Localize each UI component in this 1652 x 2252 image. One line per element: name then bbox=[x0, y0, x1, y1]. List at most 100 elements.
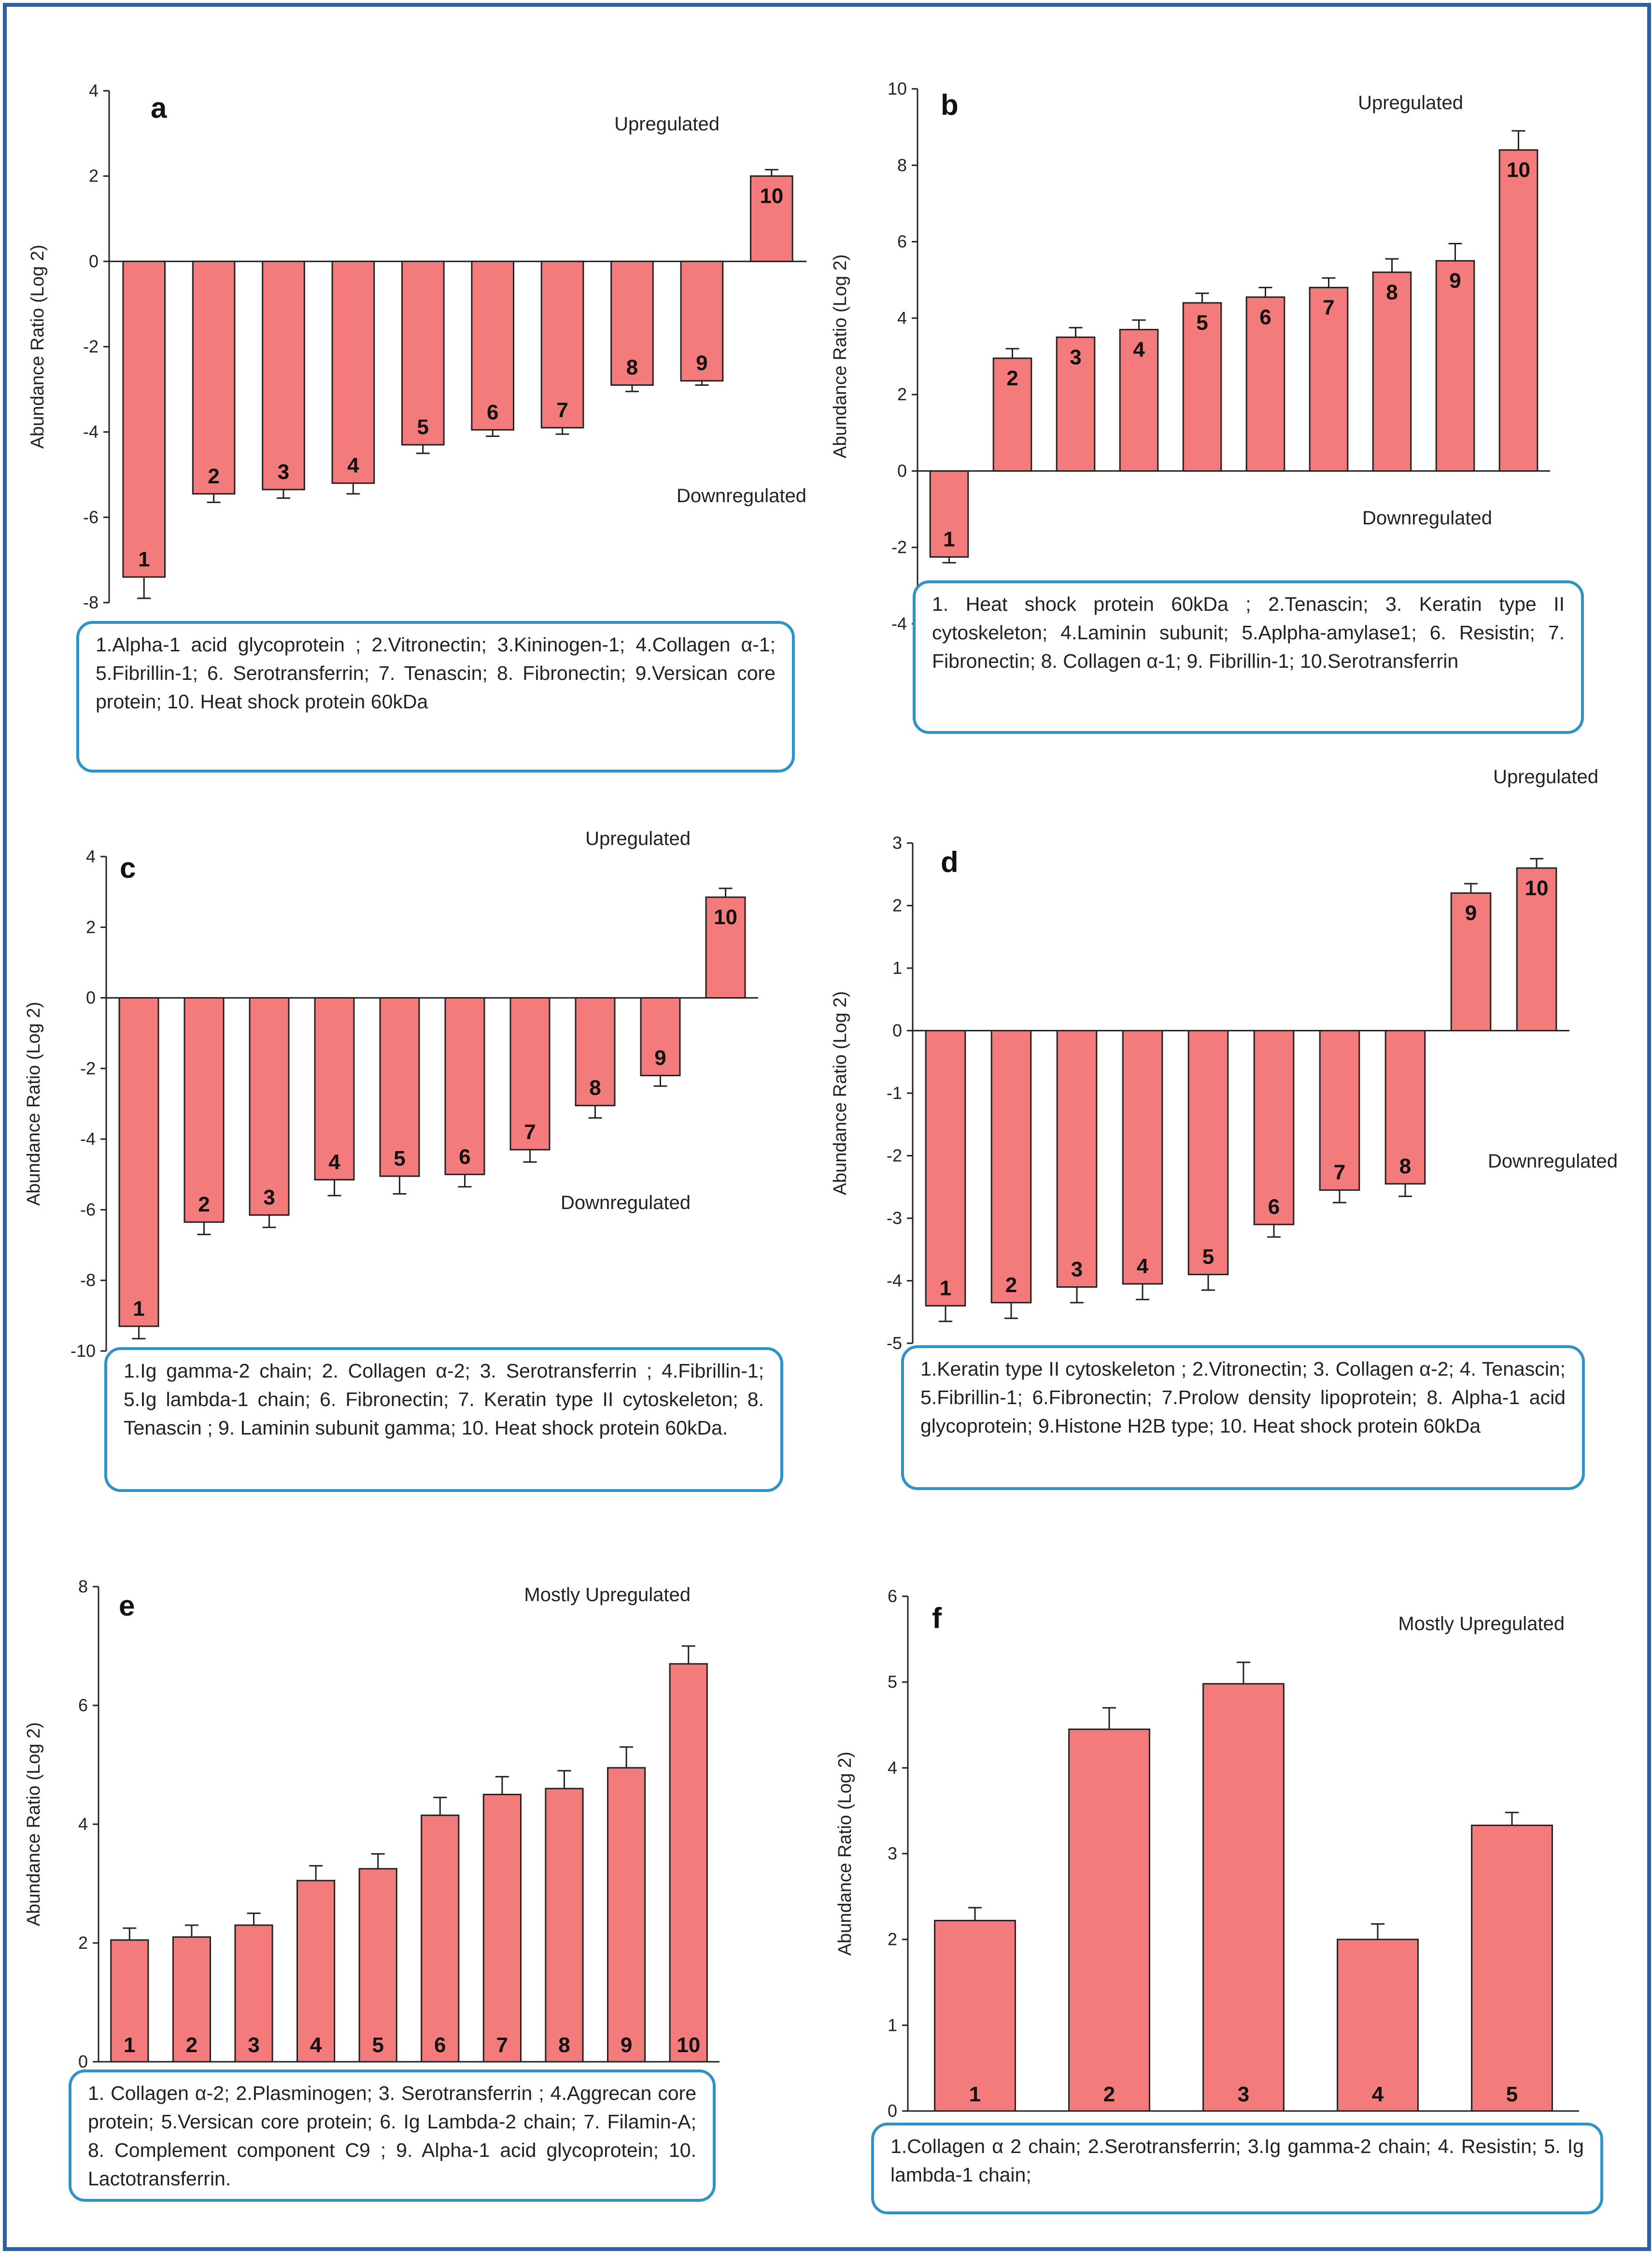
bar-number-label: 5 bbox=[1506, 2083, 1518, 2106]
bar-number-label: 4 bbox=[310, 2033, 322, 2057]
y-tick-label: -6 bbox=[83, 507, 99, 527]
annotation-upregulated: Mostly Upregulated bbox=[524, 1584, 691, 1605]
bar-3 bbox=[1056, 336, 1096, 472]
y-tick-label: 1 bbox=[888, 2015, 897, 2035]
panel-letter: c bbox=[120, 852, 136, 884]
y-tick-label: 10 bbox=[888, 79, 907, 99]
bar-2 bbox=[172, 1936, 211, 2063]
bar-number-label: 4 bbox=[328, 1150, 340, 1174]
bar-10 bbox=[669, 1663, 708, 2063]
panel-f: f 6 5 4 3 2 1 0 Abundance Ratio (Log 2) Mostly Up… bbox=[826, 1502, 1637, 2240]
chart-c: c 4 2 0 -2 -4 -6 -8 -10 Abundance Ratio (Log 2) Up… bbox=[24, 828, 758, 1361]
annotation-downregulated: Downregulated bbox=[677, 485, 806, 507]
y-tick-label: 3 bbox=[892, 833, 902, 853]
y-tick-label: 6 bbox=[78, 1695, 88, 1715]
legend-a: 1.Alpha-1 acid glycoprotein ; 2.Vitronec… bbox=[76, 621, 795, 773]
legend-c: 1.Ig gamma-2 chain; 2. Collagen α-2; 3. … bbox=[104, 1347, 783, 1492]
bar-number-label: 2 bbox=[208, 464, 219, 488]
y-tick-label: 2 bbox=[892, 896, 902, 915]
y-tick-label: 6 bbox=[888, 1586, 897, 1606]
y-tick-label: 2 bbox=[86, 917, 96, 937]
y-tick-label: -2 bbox=[83, 337, 99, 356]
y-tick-label: 0 bbox=[897, 461, 907, 480]
y-tick-label: -4 bbox=[887, 1271, 902, 1291]
bar-10 bbox=[1498, 149, 1539, 472]
bar-3 bbox=[1056, 1030, 1098, 1288]
bar-4 bbox=[1122, 1030, 1163, 1285]
chart-e: e 8 6 4 2 0 Abundance Ratio (Log 2) Mostly Upre… bbox=[24, 1576, 720, 2071]
y-tick-label: 8 bbox=[78, 1576, 88, 1596]
y-tick-label: 0 bbox=[892, 1021, 902, 1041]
y-axis-label: Abundance Ratio (Log 2) bbox=[835, 1752, 855, 1956]
bar-number-label: 5 bbox=[394, 1147, 405, 1170]
bar-3 bbox=[262, 260, 305, 491]
bar-number-label: 6 bbox=[1268, 1195, 1280, 1219]
bar-7 bbox=[509, 997, 551, 1151]
y-tick-label: 4 bbox=[78, 1814, 88, 1834]
bar-8 bbox=[1384, 1030, 1426, 1185]
bar-number-label: 3 bbox=[278, 460, 289, 484]
y-axis-label: Abundance Ratio (Log 2) bbox=[830, 991, 850, 1196]
y-tick-label: 4 bbox=[86, 846, 96, 866]
chart-b: b 10 8 6 4 2 0 -2 -4 Abundance Ratio (Log 2) Upreg… bbox=[830, 79, 1550, 633]
bar-2 bbox=[184, 997, 225, 1223]
legend-f: 1.Collagen α 2 chain; 2.Serotransferrin;… bbox=[871, 2123, 1603, 2214]
bar-2 bbox=[192, 260, 236, 495]
bar-8 bbox=[575, 997, 616, 1107]
annotation-downregulated: Downregulated bbox=[1488, 1151, 1618, 1172]
y-tick-label: -2 bbox=[891, 537, 907, 557]
bar-7 bbox=[540, 260, 584, 429]
bar-number-label: 5 bbox=[1202, 1245, 1214, 1269]
panel-e: e 8 6 4 2 0 Abundance Ratio (Log 2) Mostly Upre… bbox=[14, 1502, 826, 2240]
y-tick-label: -2 bbox=[80, 1058, 96, 1078]
bar-1 bbox=[934, 1920, 1016, 2112]
bar-1 bbox=[929, 470, 969, 558]
bar-9 bbox=[680, 260, 724, 382]
bar-number-label: 7 bbox=[1334, 1161, 1345, 1184]
bar-number-label: 9 bbox=[621, 2033, 632, 2057]
bar-4 bbox=[1337, 1939, 1419, 2112]
bar-number-label: 7 bbox=[524, 1120, 536, 1144]
annotation-upregulated: Mostly Upregulated bbox=[1398, 1613, 1565, 1634]
bar-number-label: 3 bbox=[263, 1185, 275, 1209]
y-tick-label: 6 bbox=[897, 232, 907, 252]
bar-number-label: 3 bbox=[248, 2033, 259, 2057]
y-tick-label: 0 bbox=[888, 2101, 897, 2121]
annotation-downregulated: Downregulated bbox=[1362, 507, 1492, 529]
bar-number-label: 10 bbox=[1525, 876, 1549, 900]
bar-4 bbox=[297, 1880, 336, 2063]
bar-number-label: 3 bbox=[1070, 345, 1081, 369]
bar-2 bbox=[990, 1030, 1032, 1304]
y-tick-label: 1 bbox=[892, 958, 902, 978]
bar-5 bbox=[401, 260, 445, 446]
bar-number-label: 2 bbox=[198, 1193, 210, 1216]
legend-d: 1.Keratin type II cytoskeleton ; 2.Vitro… bbox=[901, 1345, 1585, 1490]
bar-number-label: 6 bbox=[1259, 305, 1271, 329]
bar-number-label: 9 bbox=[1449, 269, 1461, 293]
bar-4 bbox=[314, 997, 355, 1181]
y-tick-label: -6 bbox=[80, 1199, 96, 1219]
annotation-upregulated: Upregulated bbox=[1493, 766, 1598, 788]
chart-a: a 4 2 0 -2 -4 -6 -8 Abundance Ratio (Log 2) Upreg… bbox=[28, 81, 806, 612]
y-axis-label: Abundance Ratio (Log 2) bbox=[28, 245, 48, 449]
bar-number-label: 3 bbox=[1071, 1257, 1083, 1281]
annotation-upregulated: Upregulated bbox=[1358, 92, 1463, 113]
bar-7 bbox=[1319, 1030, 1360, 1191]
bar-number-label: 1 bbox=[133, 1297, 144, 1321]
bar-2 bbox=[1068, 1728, 1150, 2112]
bar-number-label: 10 bbox=[1507, 158, 1530, 182]
panel-c: c 4 2 0 -2 -4 -6 -8 -10 Abundance Ratio (Log 2) Up… bbox=[14, 777, 826, 1502]
bar-1 bbox=[118, 997, 159, 1327]
legend-e: 1. Collagen α-2; 2.Plasminogen; 3. Serot… bbox=[69, 2069, 716, 2202]
y-tick-label: 5 bbox=[888, 1672, 897, 1692]
y-axis-label: Abundance Ratio (Log 2) bbox=[24, 1722, 44, 1927]
bar-9 bbox=[1450, 892, 1492, 1031]
y-tick-label: -10 bbox=[71, 1341, 96, 1361]
y-tick-label: 8 bbox=[897, 155, 907, 175]
bar-number-label: 2 bbox=[1006, 366, 1018, 390]
bar-number-label: 6 bbox=[434, 2033, 446, 2057]
bar-9 bbox=[640, 997, 681, 1076]
bar-8 bbox=[545, 1788, 584, 2063]
annotation-upregulated: Upregulated bbox=[585, 828, 691, 849]
